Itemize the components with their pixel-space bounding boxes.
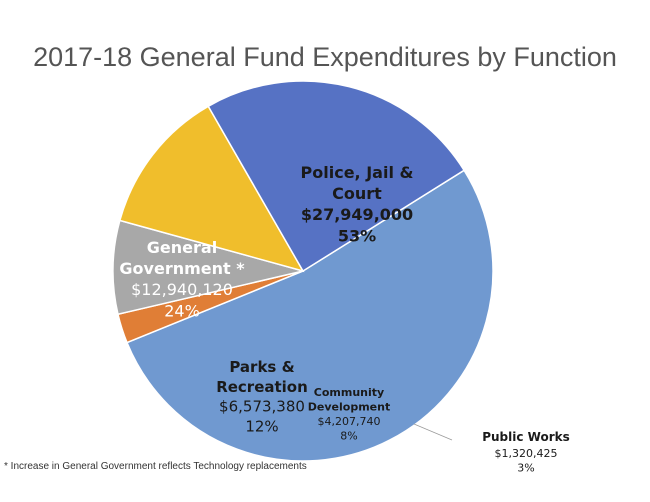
slice-1-name-label: Public Works [482,430,570,444]
slice-0-value-label: $27,949,000 [301,205,413,224]
slice-4-name-label: General [147,238,217,257]
slice-3-value-label: $6,573,380 [219,398,305,416]
chart-title: 2017-18 General Fund Expenditures by Fun… [33,42,617,72]
pie-slice-2 [112,219,304,316]
slice-0-name-label: Police, Jail & [301,163,414,182]
pie-slice-3 [118,105,305,273]
slice-3-name-label: Parks & [229,358,294,376]
public-works-leader-line [413,423,453,441]
slice-3-percent-label: 12% [245,417,278,435]
slice-4-name-label: Government * [119,259,245,278]
slice-0-name-label: Court [332,184,382,203]
pie-slice-0 [126,169,494,462]
slice-2-value-label: $4,207,740 [318,415,381,428]
slice-4-value-label: $12,940,120 [131,280,233,299]
slice-1-value-label: $1,320,425 [495,447,558,460]
slice-4-percent-label: 24% [164,301,200,320]
slice-2-name-label: Development [308,401,390,414]
slice-0-percent-label: 53% [338,226,376,245]
slice-2-name-label: Community [314,386,384,399]
pie-slice-4 [207,80,466,273]
slice-3-name-label: Recreation [216,378,308,396]
slice-2-percent-label: 8% [340,430,357,443]
footnote: * Increase in General Government reflect… [4,461,307,472]
slice-1-percent-label: 3% [517,461,534,474]
